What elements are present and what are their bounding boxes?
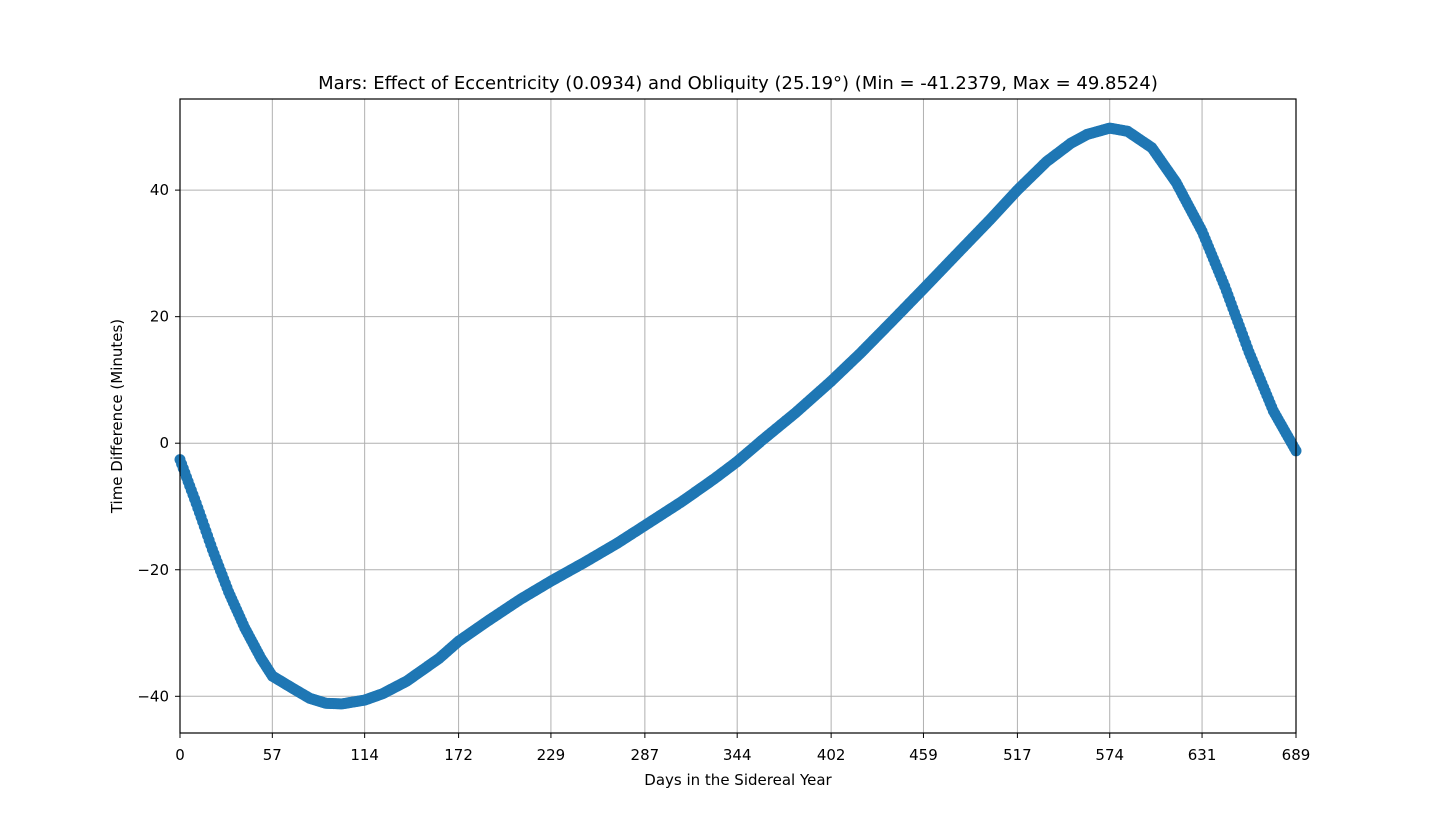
- y-tick-label: 40: [150, 181, 169, 199]
- x-tick-label: 459: [909, 746, 938, 764]
- grid-lines: [179, 99, 1297, 733]
- x-tick-label: 402: [817, 746, 846, 764]
- x-tick-label: 287: [631, 746, 660, 764]
- plot-frame: [179, 98, 1297, 734]
- x-tick-label: 229: [537, 746, 566, 764]
- x-tick-label: 344: [723, 746, 752, 764]
- x-tick-label: 631: [1188, 746, 1217, 764]
- x-tick-label: 517: [1003, 746, 1032, 764]
- x-tick-label: 172: [444, 746, 473, 764]
- x-axis-label: Days in the Sidereal Year: [644, 771, 832, 789]
- x-axis-ticks: 0 57 114 172 229 287 344 402 459 517 574 631 689: [175, 733, 1310, 764]
- y-tick-label: 20: [150, 308, 169, 326]
- y-tick-label: −20: [137, 561, 169, 579]
- x-tick-label: 0: [175, 746, 185, 764]
- chart-title: Mars: Effect of Eccentricity (0.0934) an…: [318, 73, 1158, 94]
- y-tick-label: 0: [159, 434, 169, 452]
- x-tick-label: 574: [1095, 746, 1124, 764]
- y-tick-label: −40: [137, 687, 169, 705]
- data-points: [174, 122, 1302, 710]
- x-tick-label: 689: [1282, 746, 1311, 764]
- x-tick-label: 57: [263, 746, 282, 764]
- x-tick-label: 114: [350, 746, 379, 764]
- y-axis-ticks: −40 −20 0 20 40: [137, 181, 180, 705]
- y-axis-label: Time Difference (Minutes): [108, 319, 126, 514]
